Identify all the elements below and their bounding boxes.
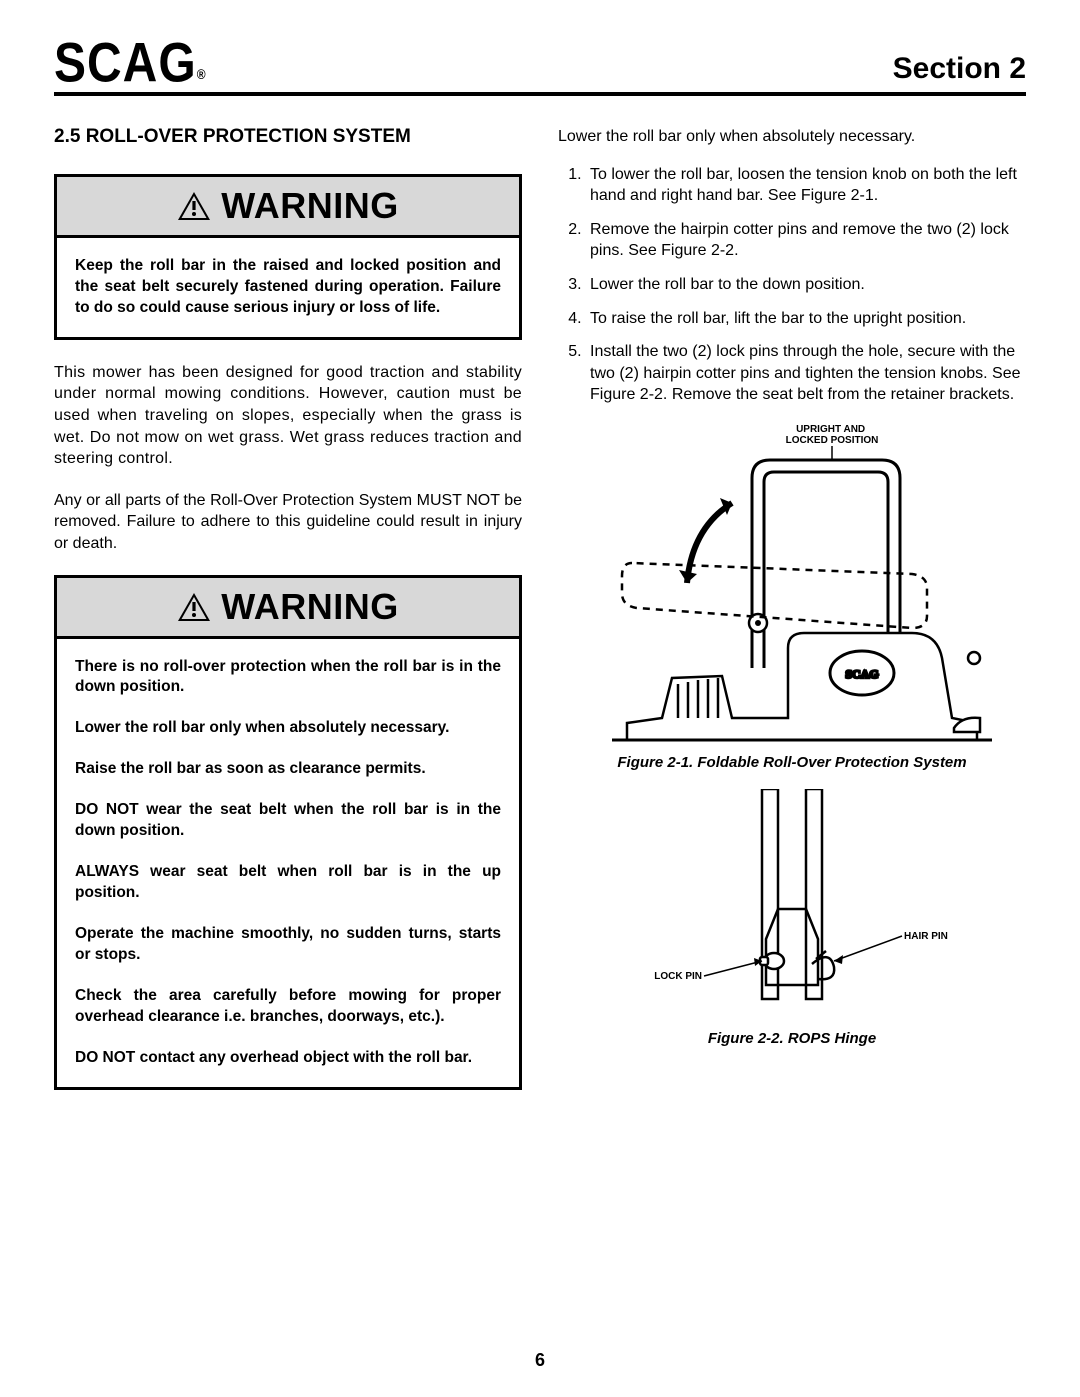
intro-paragraph: Lower the roll bar only when absolutely … <box>558 126 1026 148</box>
figure-caption: Figure 2-2. ROPS Hinge <box>558 1030 1026 1047</box>
warning-text: Operate the machine smoothly, no sudden … <box>75 924 501 966</box>
warning-text: Check the area carefully before mowing f… <box>75 986 501 1028</box>
figure-caption: Figure 2-1. Foldable Roll-Over Protectio… <box>558 754 1026 771</box>
warning-text: Lower the roll bar only when absolutely … <box>75 718 501 739</box>
hairpin-label: HAIR PIN <box>904 931 948 942</box>
lockpin-label: LOCK PIN <box>654 971 702 982</box>
warning-text: ALWAYS wear seat belt when roll bar is i… <box>75 862 501 904</box>
page-header: SCAG® Section 2 <box>54 40 1026 96</box>
step-item: Remove the hairpin cotter pins and remov… <box>586 219 1026 262</box>
warning-title: WARNING <box>221 185 399 227</box>
steps-list: To lower the roll bar, loosen the tensio… <box>558 164 1026 406</box>
section-heading: 2.5 ROLL-OVER PROTECTION SYSTEM <box>54 126 522 148</box>
logo-text: SCAG <box>54 33 197 94</box>
body-paragraph: Any or all parts of the Roll-Over Protec… <box>54 490 522 555</box>
warning-text: DO NOT contact any overhead object with … <box>75 1048 501 1069</box>
warning-body: Keep the roll bar in the raised and lock… <box>57 238 519 337</box>
figure-2-2: LOCK PIN HAIR PIN Figure 2-2. ROPS Hinge <box>558 789 1026 1047</box>
figure-2-1: UPRIGHT AND LOCKED POSITION <box>558 418 1026 771</box>
content-columns: 2.5 ROLL-OVER PROTECTION SYSTEM WARNING … <box>54 126 1026 1112</box>
svg-text:SCAG: SCAG <box>845 667 878 681</box>
upright-label: UPRIGHT AND LOCKED POSITION <box>786 424 879 446</box>
warning-text: Raise the roll bar as soon as clearance … <box>75 759 501 780</box>
section-label: Section 2 <box>893 52 1026 88</box>
right-column: Lower the roll bar only when absolutely … <box>558 126 1026 1112</box>
warning-header: WARNING <box>57 578 519 639</box>
warning-text: There is no roll-over protection when th… <box>75 657 501 699</box>
warning-header: WARNING <box>57 177 519 238</box>
step-item: Install the two (2) lock pins through th… <box>586 341 1026 406</box>
step-item: To raise the roll bar, lift the bar to t… <box>586 308 1026 330</box>
left-column: 2.5 ROLL-OVER PROTECTION SYSTEM WARNING … <box>54 126 522 1112</box>
body-paragraph: This mower has been designed for good tr… <box>54 362 522 470</box>
warning-triangle-icon <box>177 191 211 221</box>
step-item: Lower the roll bar to the down position. <box>586 274 1026 296</box>
warning-text: DO NOT wear the seat belt when the roll … <box>75 800 501 842</box>
rops-diagram-icon: UPRIGHT AND LOCKED POSITION <box>582 418 1002 748</box>
step-item: To lower the roll bar, loosen the tensio… <box>586 164 1026 207</box>
page-number: 6 <box>0 1350 1080 1371</box>
warning-title: WARNING <box>221 586 399 628</box>
warning-triangle-icon <box>177 592 211 622</box>
warning-text: Keep the roll bar in the raised and lock… <box>75 256 501 319</box>
brand-logo: SCAG® <box>54 36 207 91</box>
warning-body: There is no roll-over protection when th… <box>57 639 519 1087</box>
rops-hinge-diagram-icon: LOCK PIN HAIR PIN <box>612 789 972 1024</box>
warning-box-2: WARNING There is no roll-over protection… <box>54 575 522 1090</box>
warning-box-1: WARNING Keep the roll bar in the raised … <box>54 174 522 340</box>
